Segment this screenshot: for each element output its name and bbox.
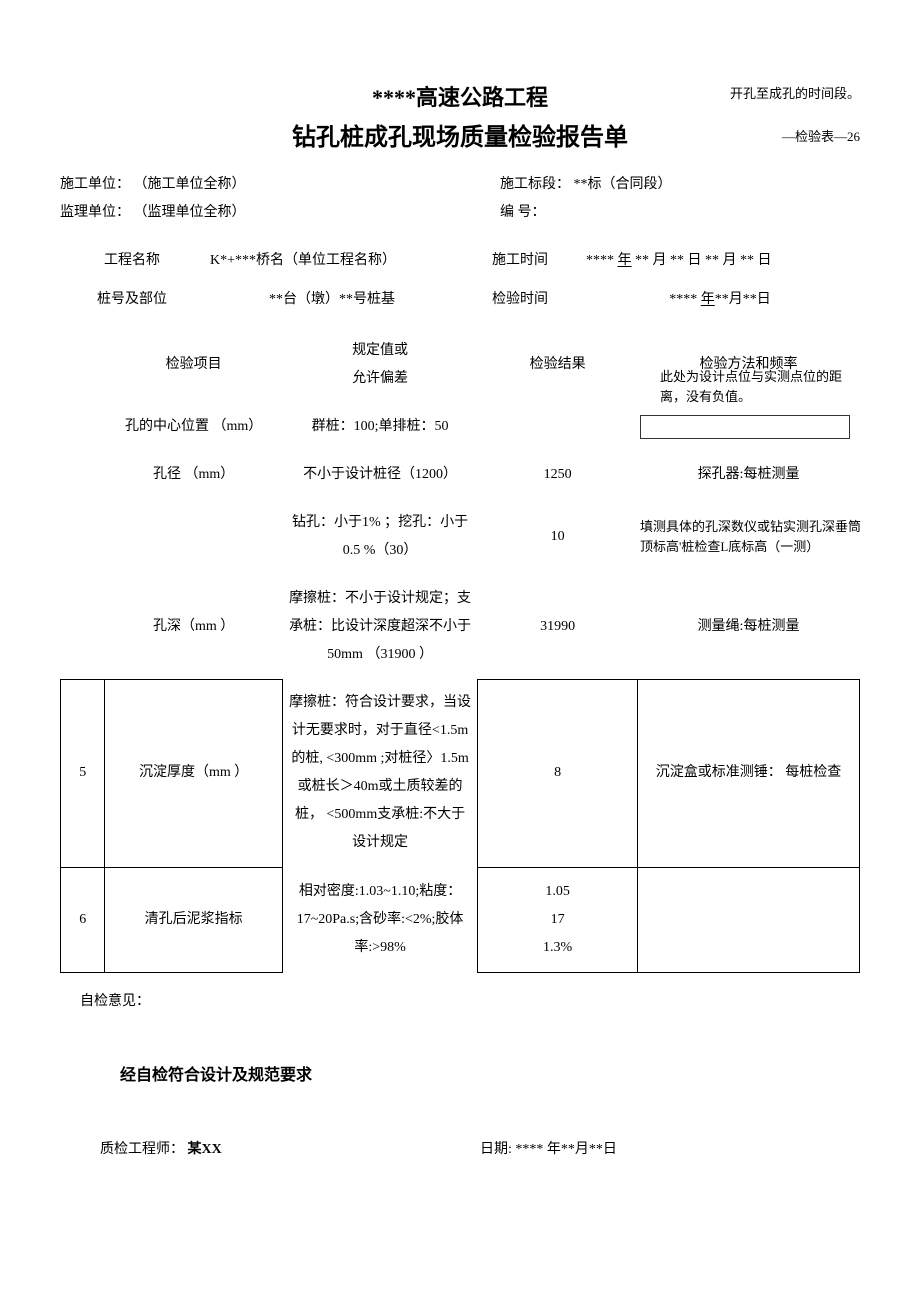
pile-no-label: 桩号及部位 <box>60 281 204 319</box>
section-value: **标（合同段） <box>574 177 672 192</box>
signature-row: 质检工程师： 某XX 日期: **** 年**月**日 <box>100 1139 860 1161</box>
construct-unit-value: （施工单位全称） <box>134 177 246 192</box>
cell-spec: 相对密度:1.03~1.10;粘度： 17~20Pa.s;含砂率:<2%;胶体率… <box>282 867 477 972</box>
ct-prefix: **** <box>586 253 618 268</box>
opinion-text: 经自检符合设计及规范要求 <box>120 1063 860 1089</box>
construct-time-label: 施工时间 <box>460 242 580 280</box>
section-label: 施工标段： <box>500 177 570 192</box>
engineer-label: 质检工程师： <box>100 1142 184 1157</box>
cell-spec: 摩擦桩：符合设计要求，当设计无要求时，对于直径<1.5m的桩, <300mm ;… <box>282 679 477 867</box>
cell-result: 1.05 17 1.3% <box>478 867 638 972</box>
inspect-time-label: 检验时间 <box>460 281 580 319</box>
form-code: —检验表—26 <box>782 127 860 148</box>
supervise-unit-value: （监理单位全称） <box>134 205 246 220</box>
table-row: 6 清孔后泥浆指标 相对密度:1.03~1.10;粘度： 17~20Pa.s;含… <box>61 867 860 972</box>
serial-label: 编 号： <box>500 205 546 220</box>
subheader-block: 钻孔桩成孔现场质量检验报告单 —检验表—26 <box>60 119 860 157</box>
cell-result: 10 <box>478 499 638 575</box>
cell-item: 沉淀厚度（mm ） <box>105 679 283 867</box>
cell-result: 1250 <box>478 451 638 499</box>
opinion-block: 自检意见： 经自检符合设计及规范要求 质检工程师： 某XX 日期: **** 年… <box>60 991 860 1161</box>
date-value: **** 年**月**日 <box>515 1142 617 1157</box>
table-row: 孔径 （mm） 不小于设计桩径（1200） 1250 探孔器:每桩测量 <box>61 451 860 499</box>
th-item: 检验项目 <box>105 327 283 403</box>
cell-item <box>105 499 283 575</box>
cell-spec: 摩擦桩：不小于设计规定；支承桩：比设计深度超深不小于50mm （31900 ） <box>282 575 477 679</box>
cell-item: 孔的中心位置 （mm） <box>105 403 283 451</box>
pile-no-value: **台（墩）**号桩基 <box>204 281 460 319</box>
th-spec: 规定值或 允许偏差 <box>282 327 477 403</box>
annotation-box <box>640 415 850 439</box>
ct-year: 年 <box>618 253 632 268</box>
cell-spec: 群桩：100;单排桩：50 <box>282 403 477 451</box>
engineer-name: 某XX <box>188 1142 222 1157</box>
time-span-note: 开孔至成孔的时间段。 <box>730 84 860 105</box>
th-result: 检验结果 <box>478 327 638 403</box>
project-name-label: 工程名称 <box>60 242 204 280</box>
cell-method <box>638 867 860 972</box>
info-table: 工程名称 K*+***桥名（单位工程名称） 施工时间 **** 年 ** 月 *… <box>60 242 860 319</box>
cell-method: 探孔器:每桩测量 <box>638 451 860 499</box>
cell-item: 孔径 （mm） <box>105 451 283 499</box>
annotation-depth: 填测具体的孔深数仪或钻实测孔深垂筒顶标高'桩检查L底标高（一测） <box>640 517 870 556</box>
construct-time-value: **** 年 ** 月 ** 日 ** 月 ** 日 <box>580 242 860 280</box>
cell-spec: 钻孔：小于1% ；挖孔：小于0.5 %（30） <box>282 499 477 575</box>
info-row-1: 工程名称 K*+***桥名（单位工程名称） 施工时间 **** 年 ** 月 *… <box>60 242 860 280</box>
annotation-center-pos: 此处为设计点位与实测点位的距离，没有负值。 <box>660 367 860 406</box>
cell-spec: 不小于设计桩径（1200） <box>282 451 477 499</box>
meta-row-1: 施工单位： （施工单位全称） 施工标段： **标（合同段） <box>60 174 860 196</box>
table-row: 5 沉淀厚度（mm ） 摩擦桩：符合设计要求，当设计无要求时，对于直径<1.5m… <box>61 679 860 867</box>
cell-result: 8 <box>478 679 638 867</box>
it-prefix: **** <box>669 292 701 307</box>
cell-idx: 6 <box>61 867 105 972</box>
project-name-value: K*+***桥名（单位工程名称） <box>204 242 460 280</box>
construct-unit-label: 施工单位： <box>60 177 130 192</box>
table-row: 孔深（mm ） 摩擦桩：不小于设计规定；支承桩：比设计深度超深不小于50mm （… <box>61 575 860 679</box>
info-row-2: 桩号及部位 **台（墩）**号桩基 检验时间 **** 年**月**日 <box>60 281 860 319</box>
main-table-wrap: 检验项目 规定值或 允许偏差 检验结果 检验方法和频率 孔的中心位置 （mm） … <box>60 327 860 973</box>
supervise-unit-label: 监理单位： <box>60 205 130 220</box>
cell-method: 沉淀盒或标准测锤： 每桩检查 <box>638 679 860 867</box>
it-year: 年 <box>701 292 715 307</box>
cell-result <box>478 403 638 451</box>
cell-item: 清孔后泥浆指标 <box>105 867 283 972</box>
date-label: 日期: <box>480 1142 512 1157</box>
meta-row-2: 监理单位： （监理单位全称） 编 号： <box>60 202 860 224</box>
inspect-time-value: **** 年**月**日 <box>580 281 860 319</box>
cell-idx: 5 <box>61 679 105 867</box>
title-sub: 钻孔桩成孔现场质量检验报告单 <box>60 119 860 157</box>
cell-item: 孔深（mm ） <box>105 575 283 679</box>
cell-method: 测量绳:每桩测量 <box>638 575 860 679</box>
cell-result: 31990 <box>478 575 638 679</box>
it-suffix: **月**日 <box>715 292 771 307</box>
ct-suffix: ** 月 ** 日 ** 月 ** 日 <box>632 253 772 268</box>
opinion-label: 自检意见： <box>80 991 860 1013</box>
header-block: ****高速公路工程 开孔至成孔的时间段。 <box>60 80 860 115</box>
